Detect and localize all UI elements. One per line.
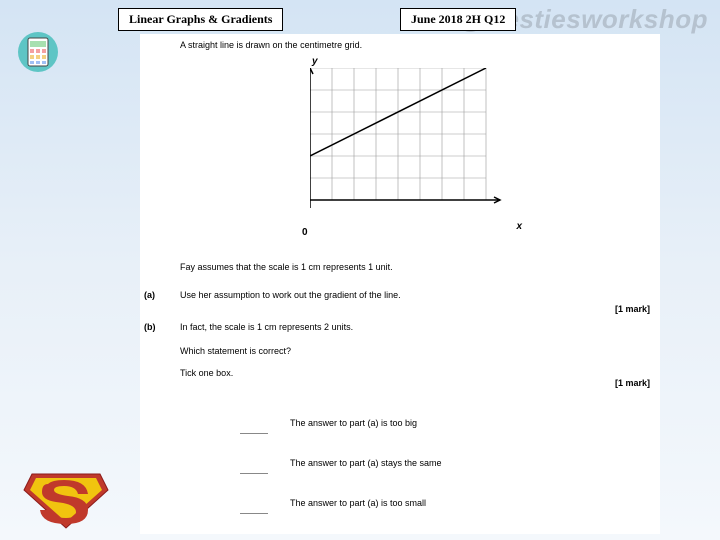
part-a-text: Use her assumption to work out the gradi… (180, 290, 401, 300)
option-text-3: The answer to part (a) is too small (290, 498, 426, 508)
option-text-2: The answer to part (a) stays the same (290, 458, 442, 468)
option-checkbox-1[interactable] (240, 414, 268, 434)
part-b-marks: [1 mark] (615, 378, 650, 388)
line-chart: y 0 x (260, 58, 520, 248)
superman-logo-icon (22, 466, 110, 532)
y-axis-label: y (312, 56, 318, 67)
option-text-1: The answer to part (a) is too big (290, 418, 417, 428)
assumption-text: Fay assumes that the scale is 1 cm repre… (180, 262, 393, 272)
source-tag: June 2018 2H Q12 (400, 8, 516, 31)
chart-grid (310, 68, 510, 228)
x-axis-label: x (516, 221, 522, 232)
part-b-prompt: Which statement is correct? (180, 346, 291, 356)
origin-label: 0 (302, 227, 308, 238)
question-intro: A straight line is drawn on the centimet… (180, 40, 362, 50)
part-b-label: (b) (144, 322, 156, 332)
option-checkbox-3[interactable] (240, 494, 268, 514)
part-b-text: In fact, the scale is 1 cm represents 2 … (180, 322, 353, 332)
part-a-label: (a) (144, 290, 155, 300)
part-b-tick: Tick one box. (180, 368, 233, 378)
question-paper: A straight line is drawn on the centimet… (140, 34, 660, 534)
topic-tag: Linear Graphs & Gradients (118, 8, 283, 31)
part-a-marks: [1 mark] (615, 304, 650, 314)
option-checkbox-2[interactable] (240, 454, 268, 474)
calculator-icon (18, 32, 58, 72)
